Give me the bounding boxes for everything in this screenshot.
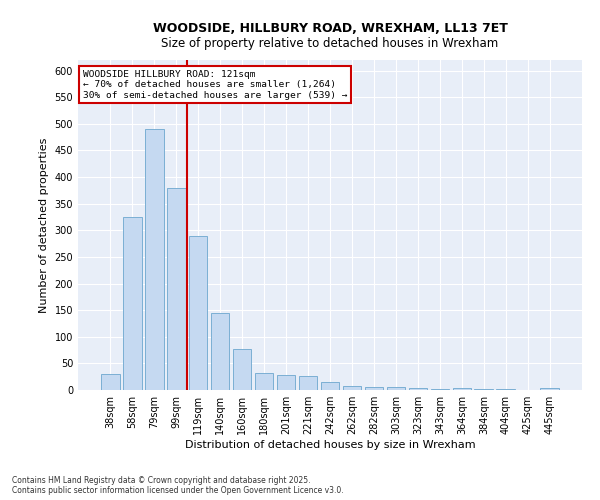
Text: WOODSIDE, HILLBURY ROAD, WREXHAM, LL13 7ET: WOODSIDE, HILLBURY ROAD, WREXHAM, LL13 7…: [152, 22, 508, 36]
Text: Contains HM Land Registry data © Crown copyright and database right 2025.
Contai: Contains HM Land Registry data © Crown c…: [12, 476, 344, 495]
Bar: [255, 373, 274, 390]
Bar: [320, 382, 340, 390]
Bar: [101, 374, 119, 390]
Bar: [167, 188, 185, 390]
Bar: [189, 236, 208, 390]
Text: Size of property relative to detached houses in Wrexham: Size of property relative to detached ho…: [161, 38, 499, 51]
Y-axis label: Number of detached properties: Number of detached properties: [39, 138, 49, 312]
Bar: [233, 349, 251, 390]
Bar: [431, 389, 449, 390]
Bar: [475, 389, 493, 390]
Bar: [277, 374, 295, 390]
Bar: [409, 388, 427, 390]
X-axis label: Distribution of detached houses by size in Wrexham: Distribution of detached houses by size …: [185, 440, 475, 450]
Bar: [496, 389, 515, 390]
Bar: [145, 129, 164, 390]
Bar: [123, 217, 142, 390]
Bar: [343, 386, 361, 390]
Bar: [541, 388, 559, 390]
Bar: [452, 388, 471, 390]
Bar: [299, 376, 317, 390]
Bar: [211, 313, 229, 390]
Bar: [386, 388, 405, 390]
Bar: [365, 388, 383, 390]
Text: WOODSIDE HILLBURY ROAD: 121sqm
← 70% of detached houses are smaller (1,264)
30% : WOODSIDE HILLBURY ROAD: 121sqm ← 70% of …: [83, 70, 347, 100]
